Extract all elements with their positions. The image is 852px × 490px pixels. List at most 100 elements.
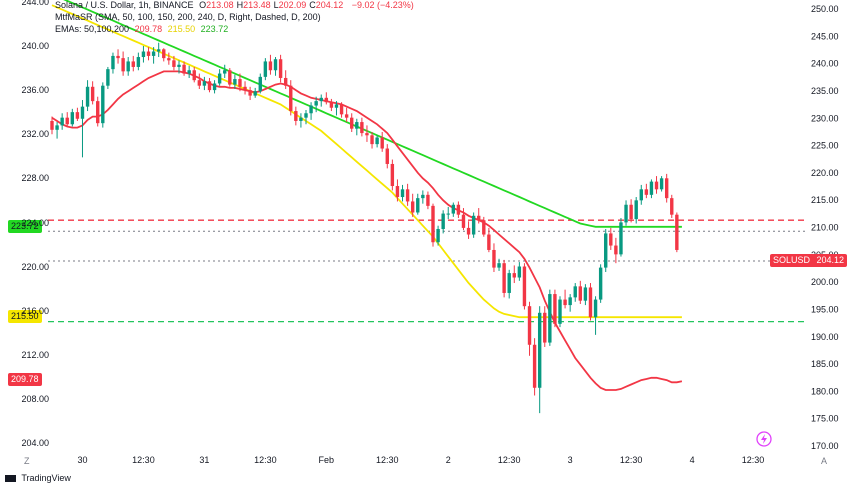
candle-body [664, 178, 669, 199]
candle [421, 190, 425, 204]
lightning-icon[interactable] [756, 431, 772, 447]
ohlc-o: O213.08 [199, 0, 234, 10]
candle [446, 206, 450, 220]
left-axis-tick: 212.00 [21, 349, 49, 360]
candle [670, 194, 674, 218]
candle-body [121, 58, 125, 72]
candle [385, 144, 389, 169]
candle [416, 193, 420, 215]
candle-body [553, 294, 557, 324]
candle-body [522, 266, 527, 307]
candle [507, 269, 511, 299]
candle-body [253, 91, 257, 96]
left-axis-tick: 228.00 [21, 173, 49, 184]
candle-body [461, 214, 466, 228]
right-axis-tick: 190.00 [811, 332, 839, 342]
candle-body [283, 77, 288, 86]
candle [517, 262, 522, 281]
candle [527, 301, 532, 356]
candle [207, 77, 212, 93]
candle [659, 176, 664, 192]
candle [370, 131, 374, 149]
candle-body [294, 111, 298, 121]
ohlc-c: C204.12 [309, 0, 343, 10]
x-axis-tick: 12:30 [620, 455, 643, 465]
candle-body [167, 58, 171, 61]
candle [126, 57, 130, 76]
candle [568, 294, 572, 312]
candle-body [60, 117, 64, 126]
right-axis-tick: 225.00 [811, 141, 839, 151]
right-axis-tick: 170.00 [811, 441, 839, 451]
ema-value-badge: 209.78 [8, 373, 42, 387]
ohlc-key: O [199, 0, 207, 10]
candle [65, 112, 69, 127]
candle-body [659, 178, 664, 190]
candle-body [324, 97, 329, 103]
ohlc-key: C [309, 0, 316, 10]
left-axis-tick: 216.00 [21, 305, 49, 316]
candle [431, 203, 435, 247]
candle [121, 51, 125, 76]
candle-body [85, 86, 90, 107]
candle-body [309, 105, 313, 114]
candle [664, 173, 669, 203]
candle [314, 96, 318, 113]
candle [624, 200, 628, 226]
candle-body [446, 213, 450, 215]
x-axis-tick: 30 [77, 455, 87, 465]
candle [141, 45, 146, 63]
candle [639, 184, 643, 205]
candle [461, 208, 466, 231]
candle-body [146, 51, 151, 56]
right-axis-tick: 235.00 [811, 86, 839, 96]
left-axis-tick: 220.00 [21, 261, 49, 272]
candle-body [517, 266, 522, 278]
candle [268, 54, 273, 75]
candle [629, 199, 633, 223]
candle [96, 96, 100, 127]
x-axis-tick: 12:30 [498, 455, 521, 465]
candle [339, 102, 344, 118]
candle-body [228, 70, 232, 85]
axis-left-button[interactable]: Z [24, 456, 30, 466]
price-levels [48, 219, 806, 323]
candle [329, 98, 334, 112]
candle [177, 60, 181, 74]
candle-body [182, 64, 186, 74]
candle [146, 47, 151, 61]
candle-body [151, 51, 156, 56]
candle-body [492, 249, 496, 268]
candle [111, 52, 115, 74]
candle-body [162, 49, 166, 59]
candle-body [543, 312, 547, 343]
candle-body [355, 122, 359, 129]
candle-body [202, 81, 207, 86]
left-axis-tick: 204.00 [21, 438, 49, 448]
footer-brand[interactable]: TradingView [5, 473, 71, 483]
candle [258, 73, 262, 94]
candle [273, 57, 278, 76]
candle-body [80, 106, 85, 119]
candle-body [629, 204, 633, 220]
candle [573, 283, 577, 302]
ema100-line [51, 4, 682, 319]
candle [593, 296, 598, 335]
candle [355, 118, 359, 136]
candle-body [156, 49, 161, 52]
candle [187, 65, 191, 78]
candle [619, 217, 623, 257]
candle [380, 131, 384, 152]
ohlc-values: O213.08 H213.48 L202.09 C204.12 [199, 0, 346, 10]
right-axis-tick: 230.00 [811, 113, 839, 123]
candle-body [101, 85, 105, 124]
candle [101, 82, 105, 128]
candle [334, 101, 339, 116]
candle-body [223, 70, 227, 74]
axis-right-button[interactable]: A [821, 456, 828, 466]
candle-body [675, 214, 679, 250]
candle [609, 227, 613, 250]
candle-body [649, 181, 654, 195]
